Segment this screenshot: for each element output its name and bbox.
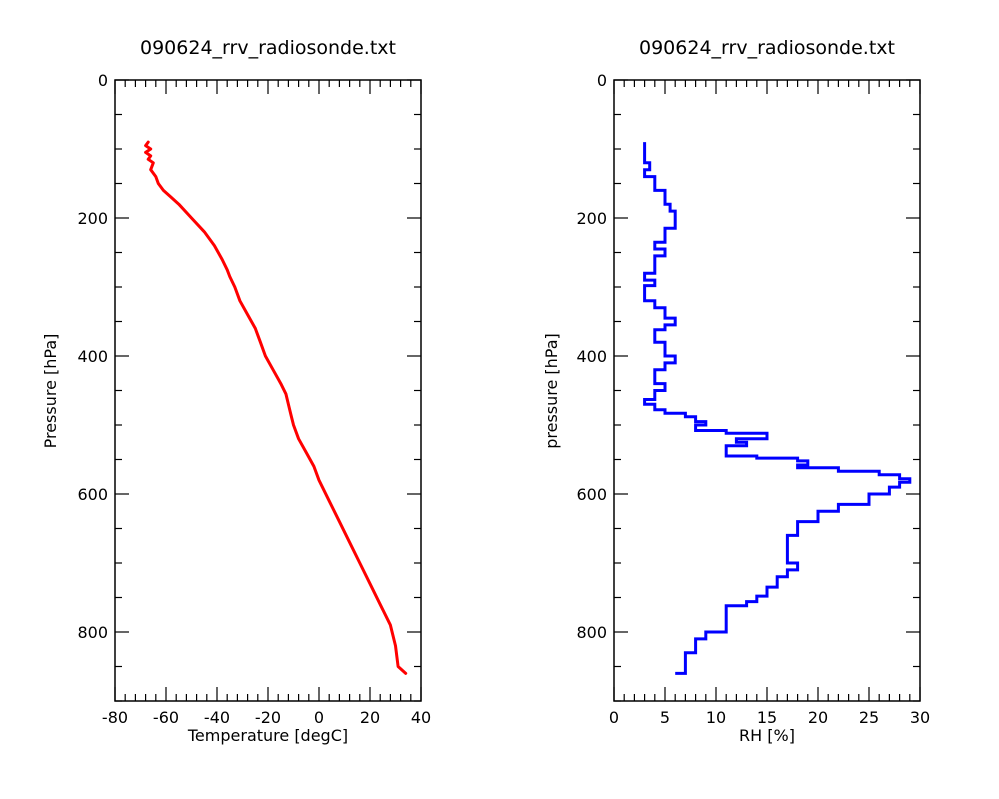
temperature-plot-frame <box>114 79 422 702</box>
humidity-x-tick-label: 25 <box>859 708 879 727</box>
humidity-y-tick-label: 200 <box>576 209 607 228</box>
temperature-y-tick-label: 0 <box>98 71 108 90</box>
temperature-x-tick-label: -20 <box>255 708 281 727</box>
humidity-y-tick-label: 0 <box>597 71 607 90</box>
humidity-x-tick-label: 15 <box>757 708 777 727</box>
temperature-y-tick-label: 400 <box>77 347 108 366</box>
humidity-plot-frame <box>613 79 921 702</box>
temperature-x-axis-label: Temperature [degC] <box>187 726 348 745</box>
temperature-y-tick-label: 600 <box>77 485 108 504</box>
humidity-x-tick-label: 10 <box>706 708 726 727</box>
temperature-chart-title: 090624_rrv_radiosonde.txt <box>140 37 396 59</box>
humidity-panel: 090624_rrv_radiosonde.txt 0 5 10 15 20 25 30 0 2… <box>542 37 930 745</box>
humidity-chart-title: 090624_rrv_radiosonde.txt <box>639 37 895 59</box>
humidity-series-line <box>643 142 912 675</box>
temperature-y-tick-label: 800 <box>77 623 108 642</box>
temperature-x-tick-label: 40 <box>411 708 431 727</box>
humidity-y-tick-label: 800 <box>576 623 607 642</box>
temperature-x-tick-label: -80 <box>102 708 128 727</box>
humidity-y-tick-label: 400 <box>576 347 607 366</box>
temperature-y-tick-label: 200 <box>77 209 108 228</box>
humidity-y-axis-label: pressure [hPa] <box>542 333 561 449</box>
humidity-x-tick-label: 0 <box>609 708 619 727</box>
humidity-x-tick-label: 20 <box>808 708 828 727</box>
humidity-x-tick-label: 5 <box>660 708 670 727</box>
humidity-axes-ticks: 0 5 10 15 20 25 30 0 200 400 600 800 <box>576 71 930 727</box>
humidity-y-tick-label: 600 <box>576 485 607 504</box>
temperature-x-tick-label: 0 <box>314 708 324 727</box>
temperature-x-tick-label: -60 <box>153 708 179 727</box>
temperature-x-tick-label: -40 <box>204 708 230 727</box>
temperature-panel: 090624_rrv_radiosonde.txt -80 -60 -40 -20 0 2… <box>41 37 431 745</box>
temperature-x-tick-label: 20 <box>360 708 380 727</box>
humidity-x-tick-label: 30 <box>910 708 930 727</box>
temperature-series-line <box>144 140 408 675</box>
temperature-y-axis-label: Pressure [hPa] <box>41 334 60 449</box>
humidity-x-axis-label: RH [%] <box>739 726 795 745</box>
